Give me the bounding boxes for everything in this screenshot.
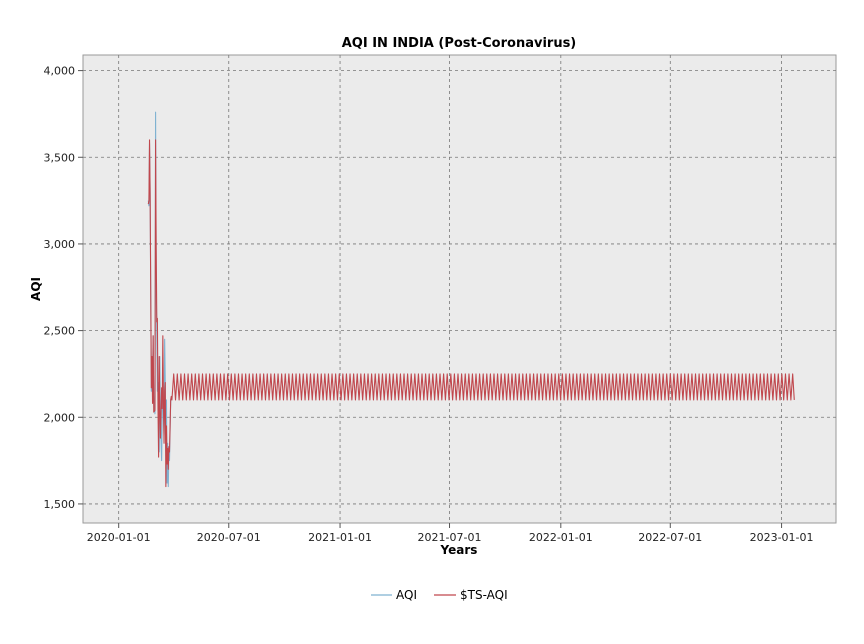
axes: 2020-01-01 2020-07-01 2021-01-01 2021-07-01… (44, 65, 814, 544)
x-tick-label: 2021-07-01 (418, 531, 482, 544)
series-layer (147, 111, 795, 488)
x-axis-label: Years (440, 543, 478, 557)
chart-title: AQI IN INDIA (Post-Coronavirus) (342, 36, 577, 51)
legend: AQI $TS-AQI (371, 588, 508, 602)
x-tick-label: 2022-07-01 (638, 531, 702, 544)
y-tick-label: 2,500 (44, 325, 76, 338)
y-tick-label: 4,000 (44, 65, 76, 78)
y-axis-label: AQI (29, 277, 43, 301)
x-tick-label: 2022-01-01 (529, 531, 593, 544)
x-tick-label: 2023-01-01 (750, 531, 814, 544)
series-line-1 (147, 139, 795, 488)
x-tick-label: 2021-01-01 (308, 531, 372, 544)
y-tick-label: 2,000 (44, 411, 76, 424)
x-tick-label: 2020-07-01 (197, 531, 261, 544)
y-tick-label: 3,000 (44, 238, 76, 251)
y-tick-label: 1,500 (44, 498, 76, 511)
legend-label-aqi: AQI (396, 588, 417, 602)
x-tick-label: 2020-01-01 (87, 531, 151, 544)
grid (83, 55, 836, 523)
legend-label-ts-aqi: $TS-AQI (460, 588, 508, 602)
y-tick-label: 3,500 (44, 151, 76, 164)
plot-area (82, 54, 837, 524)
